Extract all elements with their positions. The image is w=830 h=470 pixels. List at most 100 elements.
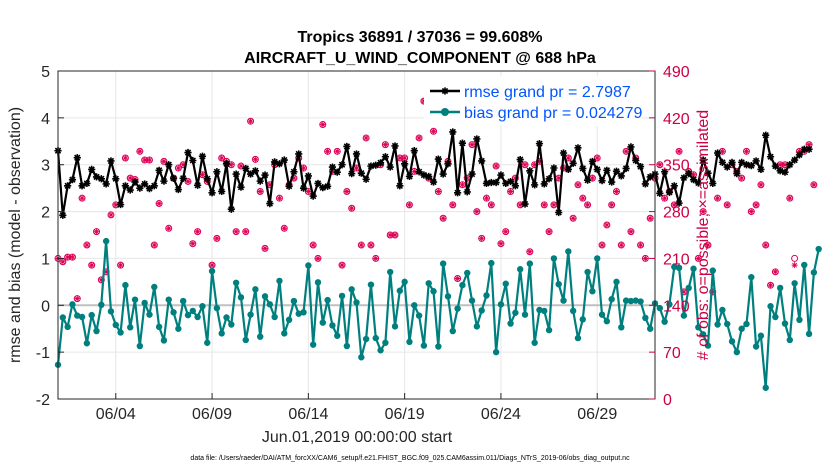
assimilated-count-marker [184, 178, 191, 185]
rmse-point [482, 179, 491, 188]
rmse-point [227, 205, 235, 213]
bias-point [512, 309, 519, 316]
rmse-point [415, 168, 423, 176]
assimilated-count-marker [151, 242, 158, 249]
bias-point [656, 304, 664, 312]
bias-point [74, 312, 81, 319]
bias-point [281, 330, 288, 337]
rmse-point [593, 165, 601, 173]
bias-point [415, 312, 423, 319]
assimilated-count-marker [199, 171, 206, 178]
bias-point [98, 301, 105, 309]
bias-point [64, 323, 71, 331]
rmse-point [564, 165, 572, 173]
assimilated-count-marker [334, 148, 341, 155]
rmse-point [473, 135, 481, 143]
assimilated-count-marker [358, 242, 365, 249]
bias-point [271, 313, 278, 321]
bias-point [608, 295, 615, 303]
assimilated-count-marker [209, 262, 216, 269]
rmse-point [155, 166, 163, 174]
assimilated-count-marker [339, 262, 346, 269]
assimilated-count-marker [213, 235, 220, 242]
y-axis-label: rmse and bias (model - observation) [7, 107, 24, 363]
assimilated-count-marker [324, 148, 331, 155]
assimilated-count-marker [647, 215, 654, 222]
bias-point [661, 318, 668, 325]
bias-point [367, 281, 375, 288]
legend-rmse-label: rmse grand pr = 2.7987 [464, 84, 631, 101]
bias-point [228, 321, 235, 328]
assimilated-count-marker [88, 262, 95, 269]
rmse-point [160, 177, 168, 185]
assimilated-count-marker [146, 157, 153, 164]
rmse-point [704, 169, 712, 177]
rmse-point [636, 162, 645, 171]
bias-point [637, 298, 644, 305]
assimilated-count-marker [810, 181, 817, 188]
rmse-point [333, 168, 341, 176]
rmse-point [88, 165, 96, 173]
rmse-point [531, 181, 539, 189]
rmse-point [478, 157, 486, 165]
bias-point [199, 303, 206, 310]
rmse-point [112, 175, 120, 183]
bias-point [175, 325, 182, 332]
bias-point [516, 266, 524, 273]
rmse-point [733, 170, 741, 178]
assimilated-count-marker [704, 242, 711, 249]
assimilated-count-marker [310, 242, 317, 249]
bias-point [387, 268, 394, 276]
assimilated-count-marker [676, 148, 683, 155]
assimilated-count-marker [406, 201, 413, 208]
assimilated-count-marker [420, 98, 427, 105]
rmse-point [391, 142, 399, 150]
y2-tick-label: 490 [663, 64, 690, 81]
assimilated-count-marker [343, 188, 350, 195]
rmse-point [516, 155, 524, 164]
rmse-point [429, 178, 438, 186]
assimilated-count-marker [262, 245, 269, 252]
assimilated-count-marker [469, 141, 476, 148]
assimilated-count-marker [247, 118, 254, 125]
assimilated-count-marker [411, 168, 418, 175]
assimilated-count-marker [531, 161, 538, 168]
assimilated-count-marker [353, 165, 360, 172]
assimilated-count-marker [305, 188, 312, 195]
rmse-point [742, 161, 751, 169]
bias-point [724, 320, 731, 328]
bias-point [83, 340, 91, 347]
assimilated-count-marker [584, 201, 591, 208]
bias-point [776, 284, 784, 292]
rmse-point [786, 161, 794, 169]
assimilated-count-marker [512, 175, 519, 182]
bias-point [141, 299, 148, 307]
bias-point [743, 320, 750, 328]
rmse-point [256, 177, 264, 185]
rmse-point [699, 156, 707, 164]
bias-point [796, 316, 803, 324]
assimilated-count-marker [237, 163, 244, 170]
assimilated-count-marker [483, 195, 490, 202]
assimilated-count-marker [473, 208, 480, 215]
rmse-point [405, 172, 414, 181]
bias-point [781, 320, 789, 327]
bias-point [237, 294, 245, 301]
bias-point [680, 312, 688, 319]
bias-point [314, 279, 322, 286]
assimilated-count-marker [79, 195, 86, 202]
x-tick-label: 06/19 [385, 406, 425, 423]
rmse-point [386, 163, 394, 171]
bias-point [285, 316, 293, 324]
assimilated-count-marker [767, 282, 774, 289]
bias-point [69, 301, 76, 308]
bias-point [435, 343, 442, 350]
legend-box [424, 76, 642, 126]
assimilated-count-marker [618, 242, 625, 249]
rmse-point [242, 164, 250, 173]
rmse-point [198, 152, 207, 160]
bias-point [382, 339, 389, 346]
rmse-point [458, 139, 467, 147]
rmse-point [569, 159, 577, 167]
bias-point [411, 302, 418, 309]
